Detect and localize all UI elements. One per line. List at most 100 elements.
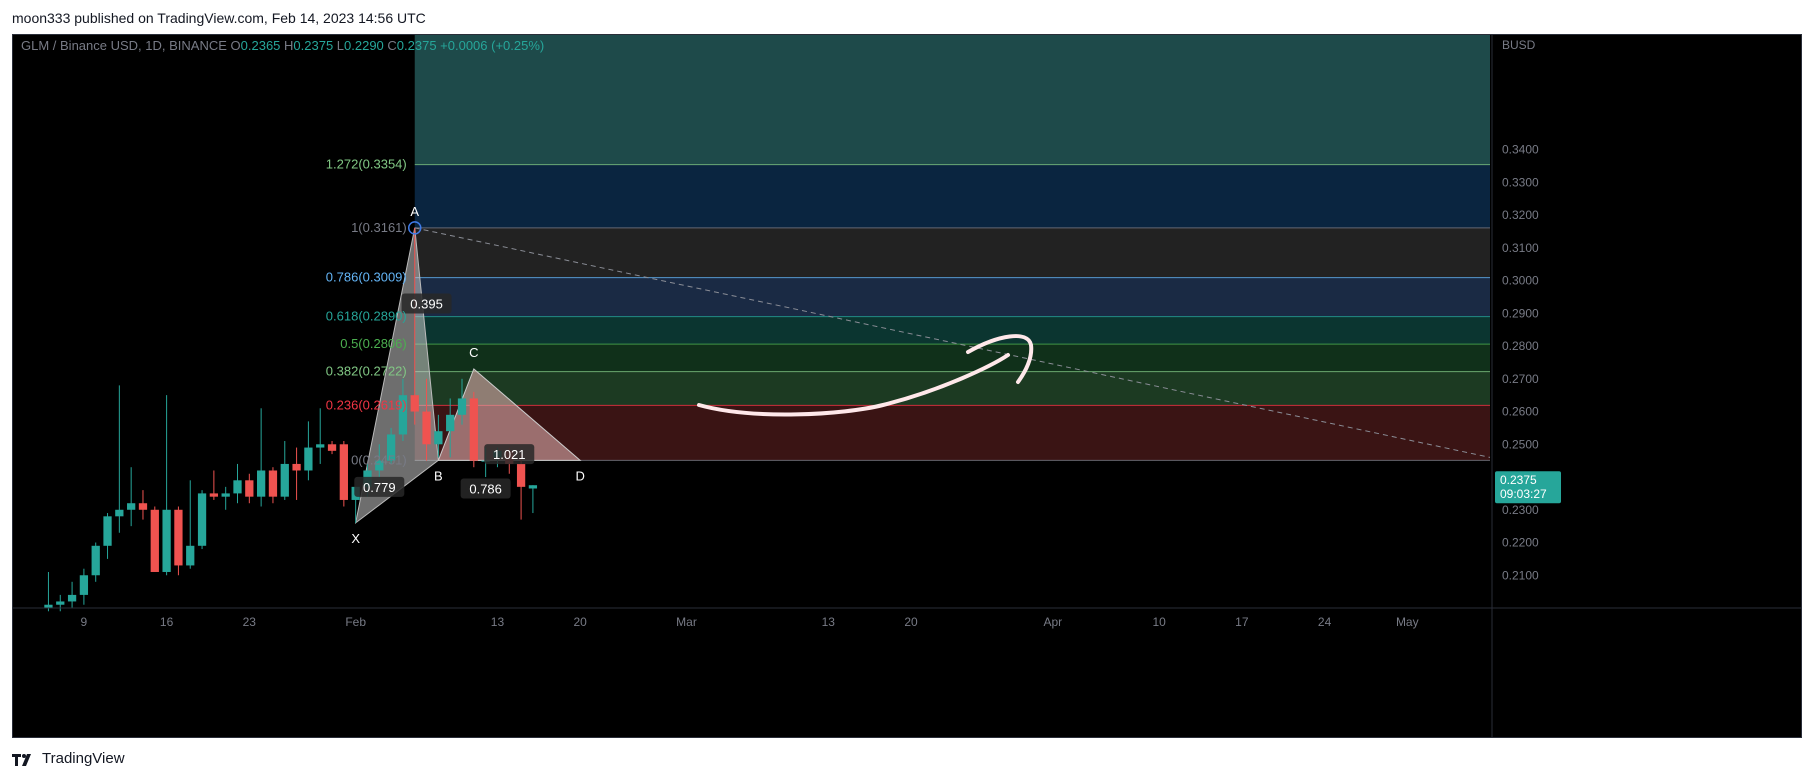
- time-axis-tick: Apr: [1043, 615, 1062, 629]
- trendline: [414, 227, 1491, 458]
- candle: [56, 601, 65, 605]
- fib-band: [414, 316, 1490, 345]
- time-axis-tick: 20: [904, 615, 918, 629]
- tradingview-logo-icon: [12, 753, 36, 766]
- candle: [103, 516, 112, 546]
- ratio-label: 1.021: [493, 447, 526, 462]
- price-axis-currency: BUSD: [1502, 38, 1536, 52]
- candle: [398, 395, 408, 435]
- candle: [528, 485, 538, 489]
- candle: [186, 545, 195, 566]
- candle: [245, 480, 254, 497]
- candle: [410, 395, 419, 412]
- time-axis-tick: Mar: [676, 615, 697, 629]
- pattern-point-c: C: [469, 345, 478, 360]
- time-axis-tick: 17: [1235, 615, 1249, 629]
- candle: [339, 444, 348, 500]
- time-axis-tick: 13: [491, 615, 505, 629]
- candle: [457, 398, 467, 415]
- last-price-countdown: 09:03:27: [1500, 487, 1547, 501]
- candle: [316, 444, 325, 448]
- price-axis-tick: 0.2100: [1502, 568, 1539, 582]
- price-axis-tick: 0.3200: [1502, 208, 1539, 222]
- candle: [79, 575, 89, 595]
- time-axis-tick: Feb: [345, 615, 366, 629]
- price-axis-tick: 0.2800: [1502, 339, 1539, 353]
- ratio-label: 0.395: [410, 296, 443, 311]
- candle: [138, 503, 148, 510]
- time-axis-tick: 16: [160, 615, 174, 629]
- candle: [127, 503, 136, 510]
- header-part: 0.2290: [344, 38, 387, 53]
- fib-band: [414, 344, 1490, 372]
- price-axis-tick: 0.2500: [1502, 437, 1539, 451]
- candle: [375, 460, 384, 471]
- time-axis-tick: 9: [81, 615, 88, 629]
- ratio-label: 0.786: [469, 481, 502, 496]
- ratio-label: 0.779: [363, 480, 396, 495]
- header-part: GLM / Binance USD, 1D, BINANCE: [21, 38, 231, 53]
- price-axis-tick: 0.2200: [1502, 536, 1539, 550]
- fib-level-label: 0.5(0.2806): [340, 336, 407, 351]
- fib-level-label: 1.272(0.3354): [326, 157, 407, 172]
- candle: [422, 411, 431, 445]
- fib-level-label: 1(0.3161): [351, 220, 407, 235]
- price-axis-tick: 0.3300: [1502, 175, 1539, 189]
- candle: [257, 470, 266, 497]
- candle: [304, 447, 313, 471]
- candle: [209, 493, 219, 497]
- candle: [386, 434, 396, 461]
- candle: [280, 463, 289, 497]
- price-axis-tick: 0.3100: [1502, 241, 1539, 255]
- pattern-point-a: A: [410, 204, 419, 219]
- ratio-label-bg: [401, 293, 452, 314]
- hand-drawn-arrow: [697, 334, 1034, 417]
- candle: [221, 493, 230, 497]
- candle: [91, 545, 100, 576]
- chart-frame[interactable]: X A B C D 0.779 0.395 0.786 1.021 1.272(0.3354) 1(…: [12, 34, 1802, 738]
- price-axis-tick: 0.3400: [1502, 143, 1539, 157]
- time-axis-tick: 23: [243, 615, 257, 629]
- fib-band: [414, 227, 1490, 278]
- fib-level-label: 0.786(0.3009): [326, 270, 407, 285]
- time-axis-tick: 20: [573, 615, 587, 629]
- header-part: H: [284, 38, 293, 53]
- chart-header-legend[interactable]: GLM / Binance USD, 1D, BINANCE O0.2365 H…: [21, 38, 544, 53]
- pattern-point-b: B: [434, 468, 443, 483]
- footer-brand-label: TradingView: [42, 750, 125, 767]
- candle: [150, 509, 159, 572]
- header-part: 0.2375: [397, 38, 440, 53]
- candle: [174, 509, 183, 566]
- publish-line: moon333 published on TradingView.com, Fe…: [12, 10, 426, 26]
- fib-band: [414, 277, 1490, 317]
- fib-band: [414, 164, 1490, 228]
- pattern-point-x: X: [351, 531, 360, 546]
- candle: [516, 463, 526, 487]
- candle: [115, 509, 124, 517]
- header-part: 0.2375: [293, 38, 336, 53]
- candle: [469, 398, 478, 461]
- footer-brand: TradingView: [12, 750, 125, 767]
- ratio-label-bg: [484, 444, 535, 465]
- time-axis-tick: 24: [1318, 615, 1332, 629]
- header-part: 0.2365: [241, 38, 284, 53]
- candle: [446, 414, 455, 432]
- fib-band: [414, 405, 1490, 461]
- time-axis-tick: May: [1396, 615, 1419, 629]
- price-chart[interactable]: X A B C D 0.779 0.395 0.786 1.021 1.272(0.3354) 1(…: [13, 35, 1801, 737]
- candle: [268, 470, 278, 497]
- last-price-value: 0.2375: [1500, 473, 1537, 487]
- ratio-label-bg: [354, 476, 405, 497]
- fib-level-label: 0.618(0.2890): [326, 309, 407, 324]
- ratio-label-bg: [460, 478, 511, 499]
- header-part: C: [387, 38, 396, 53]
- price-axis-tick: 0.2700: [1502, 372, 1539, 386]
- fib-band: [414, 371, 1490, 406]
- price-axis-tick: 0.3000: [1502, 274, 1539, 288]
- candle: [434, 431, 443, 445]
- time-axis-tick: 13: [822, 615, 836, 629]
- candle: [233, 480, 242, 494]
- candle: [292, 463, 301, 471]
- candle: [162, 509, 171, 572]
- candle: [67, 594, 77, 602]
